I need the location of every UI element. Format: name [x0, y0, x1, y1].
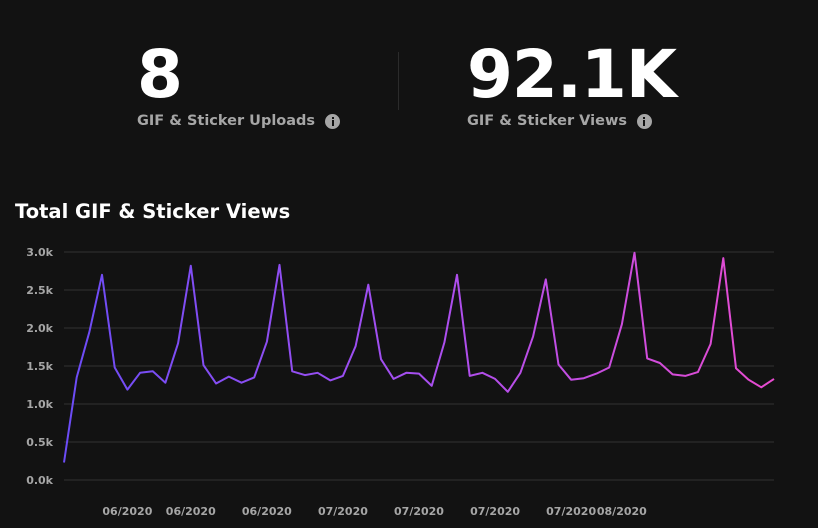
y-tick-label: 1.0k — [26, 398, 53, 411]
x-tick-label: 06/2020 — [102, 505, 152, 518]
x-axis: 06/2020 06/2020 06/2020 07/2020 07/2020 07/20… — [102, 505, 647, 518]
uploads-label-row: GIF & Sticker Uploads — [137, 113, 341, 129]
uploads-stat: 8 GIF & Sticker Uploads — [137, 36, 341, 129]
chart-title: Total GIF & Sticker Views — [15, 200, 291, 223]
x-tick-label: 07/2020 — [546, 505, 596, 518]
views-stat: 92.1K GIF & Sticker Views — [467, 36, 677, 130]
info-icon[interactable] — [325, 113, 341, 129]
views-count: 92.1K — [467, 36, 677, 113]
chart-gridlines — [64, 251, 774, 481]
y-tick-label: 1.5k — [26, 360, 53, 373]
views-label-row: GIF & Sticker Views — [467, 113, 676, 129]
y-tick-label: 0.5k — [26, 436, 53, 449]
y-tick-label: 2.5k — [26, 284, 53, 297]
views-series-line — [63, 251, 775, 463]
x-tick-label: 06/2020 — [166, 505, 216, 518]
x-tick-label: 07/2020 — [470, 505, 520, 518]
x-tick-label: 06/2020 — [242, 505, 292, 518]
y-tick-label: 3.0k — [26, 246, 53, 259]
x-tick-label: 07/2020 — [318, 505, 368, 518]
series-layer — [63, 251, 775, 463]
y-tick-label: 2.0k — [26, 322, 53, 335]
x-tick-label: 08/2020 — [597, 505, 647, 518]
views-label: GIF & Sticker Views — [467, 113, 627, 129]
info-icon[interactable] — [636, 113, 652, 129]
y-axis: 0.0k 0.5k 1.0k 1.5k 2.0k 2.5k 3.0k — [26, 246, 53, 487]
uploads-count: 8 — [137, 36, 183, 113]
stat-divider — [398, 52, 399, 110]
x-tick-label: 07/2020 — [394, 505, 444, 518]
y-tick-label: 0.0k — [26, 474, 53, 487]
uploads-label: GIF & Sticker Uploads — [137, 113, 316, 129]
